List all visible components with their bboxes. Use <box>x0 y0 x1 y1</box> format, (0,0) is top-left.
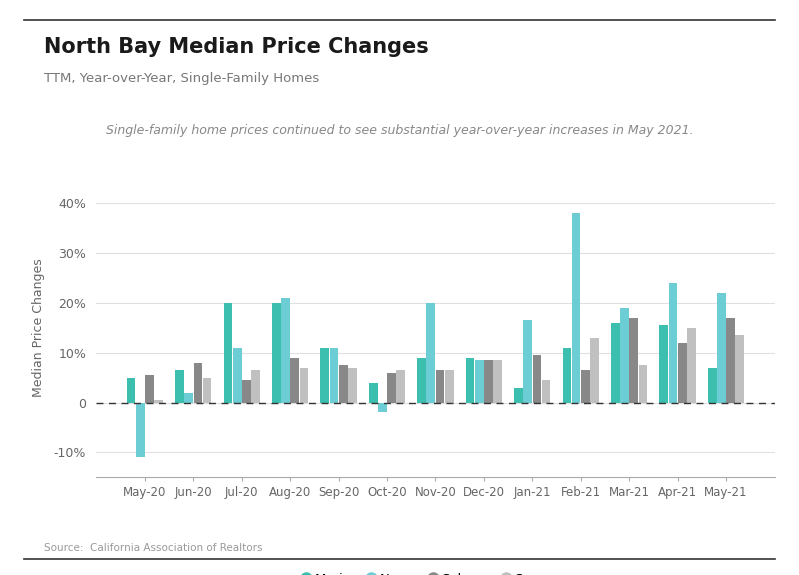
Text: Single-family home prices continued to see substantial year-over-year increases : Single-family home prices continued to s… <box>105 124 694 137</box>
Bar <box>320 348 329 402</box>
Bar <box>669 283 678 402</box>
Bar <box>154 400 163 402</box>
Bar <box>272 303 280 402</box>
Bar <box>493 360 502 402</box>
Bar <box>330 348 338 402</box>
Y-axis label: Median Price Changes: Median Price Changes <box>33 258 46 397</box>
Bar <box>251 370 260 402</box>
Bar <box>687 328 696 402</box>
Bar <box>348 367 357 402</box>
Bar <box>185 393 193 402</box>
Bar <box>523 320 532 402</box>
Text: Source:  California Association of Realtors: Source: California Association of Realto… <box>44 543 262 553</box>
Bar <box>290 358 299 402</box>
Bar <box>572 213 581 402</box>
Bar <box>175 370 184 402</box>
Legend: Marin, Napa, Solano, Sonoma: Marin, Napa, Solano, Sonoma <box>297 568 574 575</box>
Bar <box>300 367 308 402</box>
Bar <box>369 382 378 402</box>
Bar <box>224 303 233 402</box>
Bar <box>678 343 686 402</box>
Text: TTM, Year-over-Year, Single-Family Homes: TTM, Year-over-Year, Single-Family Homes <box>44 72 319 85</box>
Bar <box>726 318 735 402</box>
Bar <box>475 360 483 402</box>
Bar <box>581 370 590 402</box>
Bar <box>203 378 212 402</box>
Bar <box>193 363 202 402</box>
Bar <box>445 370 454 402</box>
Bar <box>620 308 629 402</box>
Bar <box>127 378 136 402</box>
Bar <box>233 348 241 402</box>
Bar <box>708 367 717 402</box>
Bar <box>136 402 145 457</box>
Bar <box>659 325 668 402</box>
Bar <box>638 365 647 402</box>
Bar <box>145 375 154 402</box>
Bar <box>735 335 744 402</box>
Bar <box>484 360 493 402</box>
Bar <box>590 338 599 402</box>
Bar <box>281 298 290 402</box>
Bar <box>396 370 405 402</box>
Bar <box>466 358 475 402</box>
Bar <box>533 355 541 402</box>
Bar <box>417 358 426 402</box>
Bar <box>630 318 638 402</box>
Bar <box>542 380 551 402</box>
Bar <box>242 380 251 402</box>
Bar <box>427 303 435 402</box>
Bar <box>435 370 444 402</box>
Bar <box>514 388 523 402</box>
Bar <box>717 293 725 402</box>
Bar <box>378 402 387 412</box>
Text: North Bay Median Price Changes: North Bay Median Price Changes <box>44 37 429 58</box>
Bar <box>562 348 571 402</box>
Bar <box>611 323 620 402</box>
Bar <box>388 373 396 402</box>
Bar <box>339 365 348 402</box>
